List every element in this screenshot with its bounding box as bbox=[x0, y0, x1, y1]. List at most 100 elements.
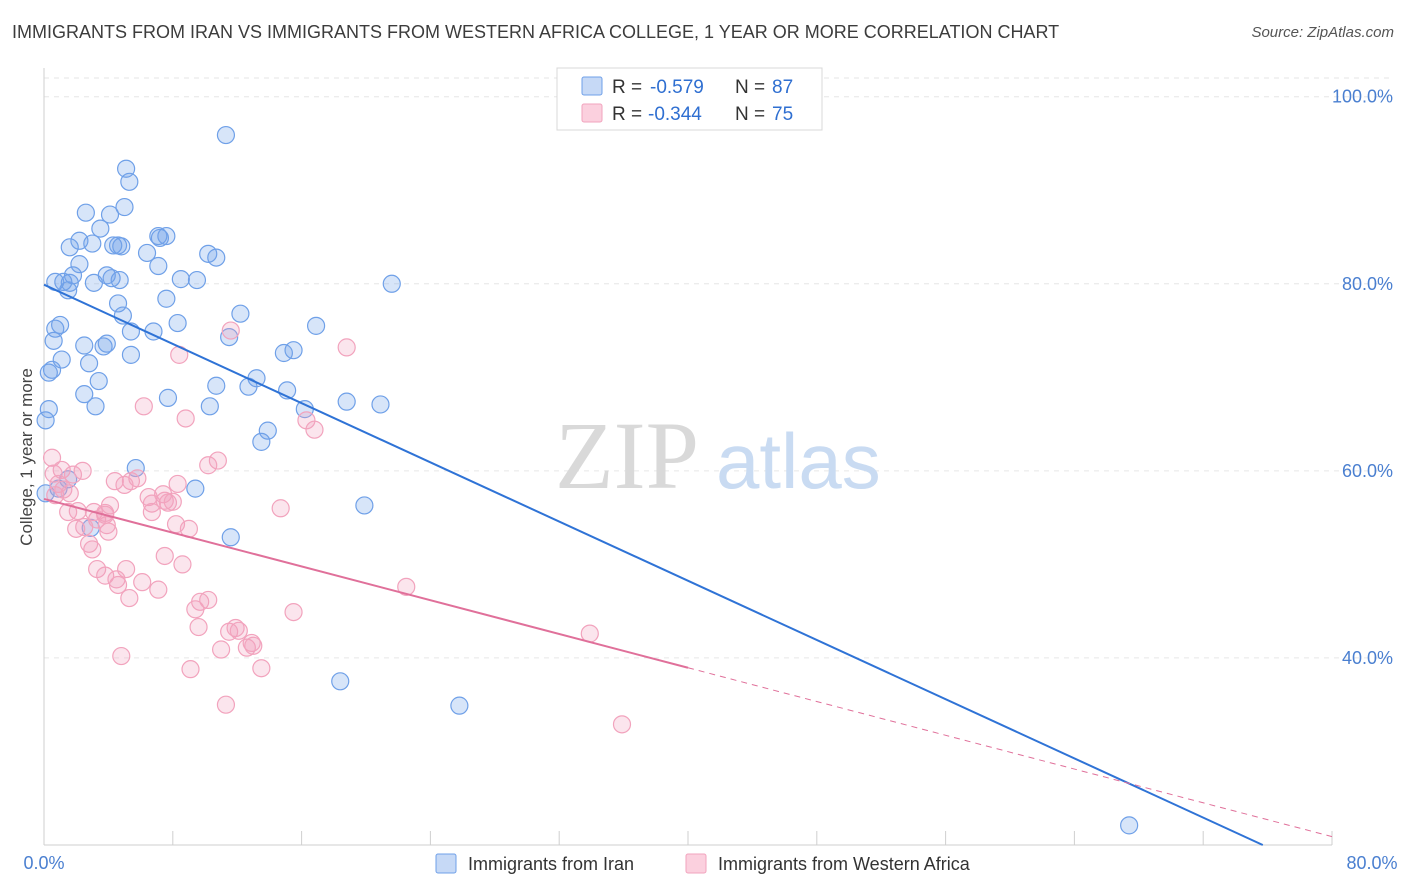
watermark-zip: ZIP bbox=[555, 402, 699, 509]
legend-wafrica-n-label: N = bbox=[735, 104, 765, 125]
wafrica-point-4 bbox=[176, 409, 195, 428]
iran-point-43 bbox=[220, 327, 239, 347]
legend-iran-swatch bbox=[581, 76, 603, 96]
iran-point-18 bbox=[207, 248, 226, 267]
iran-point-5 bbox=[100, 205, 120, 224]
iran-point-9 bbox=[150, 228, 170, 248]
wafrica-point-56 bbox=[120, 588, 139, 608]
wafrica-trend-line-extension bbox=[687, 667, 1333, 838]
iran-point-37 bbox=[168, 313, 187, 333]
iran-point-2 bbox=[120, 172, 139, 191]
wafrica-point-21 bbox=[46, 486, 65, 505]
y-axis-label: College, 1 year or more bbox=[17, 368, 36, 546]
iran-point-8 bbox=[157, 226, 176, 246]
iran-point-50 bbox=[121, 345, 141, 364]
wafrica-point-72 bbox=[252, 659, 271, 678]
iran-point-44 bbox=[44, 331, 63, 350]
wafrica-point-64 bbox=[229, 621, 248, 640]
wafrica-point-11 bbox=[73, 461, 92, 480]
x-ticks bbox=[43, 831, 1333, 845]
wafrica-point-46 bbox=[155, 546, 174, 566]
wafrica-point-6 bbox=[305, 420, 324, 439]
wafrica-point-52 bbox=[133, 573, 152, 592]
wafrica-point-7 bbox=[208, 451, 227, 470]
watermark-atlas: atlas bbox=[716, 417, 881, 505]
wafrica-point-54 bbox=[397, 577, 416, 596]
iran-point-33 bbox=[157, 289, 176, 308]
watermark: ZIP atlas bbox=[555, 402, 881, 509]
legend-wafrica-r-label: R = bbox=[612, 104, 642, 125]
wafrica-point-59 bbox=[186, 600, 205, 619]
wafrica-point-9 bbox=[199, 456, 218, 475]
iran-trend-line bbox=[43, 283, 1264, 846]
wafrica-point-3 bbox=[134, 397, 153, 416]
y-tick-label-100: 100.0% bbox=[1332, 87, 1393, 107]
iran-point-31 bbox=[60, 273, 79, 292]
wafrica-point-70 bbox=[112, 646, 131, 666]
iran-point-63 bbox=[371, 395, 390, 414]
wafrica-point-1 bbox=[337, 338, 356, 357]
bottom-legend-wafrica-label: Immigrants from Western Africa bbox=[718, 854, 971, 874]
wafrica-point-42 bbox=[67, 519, 86, 538]
iran-point-6 bbox=[91, 219, 110, 238]
y-tick-labels: 40.0% 60.0% 80.0% 100.0% bbox=[1332, 87, 1393, 668]
bottom-legend: Immigrants from Iran Immigrants from Wes… bbox=[435, 853, 971, 874]
iran-point-68 bbox=[36, 411, 55, 430]
iran-point-20 bbox=[149, 256, 168, 276]
legend-iran-r-label: R = bbox=[612, 77, 642, 98]
iran-point-24 bbox=[171, 270, 190, 289]
iran-point-57 bbox=[207, 376, 226, 395]
iran-point-46 bbox=[75, 336, 94, 355]
x-tick-label-max: 80.0% bbox=[1346, 853, 1397, 873]
iran-point-47 bbox=[94, 337, 113, 356]
iran-point-80 bbox=[450, 696, 469, 715]
iran-point-3 bbox=[115, 197, 134, 217]
iran-point-69 bbox=[258, 421, 277, 440]
bottom-legend-wafrica-swatch bbox=[685, 853, 707, 874]
wafrica-point-34 bbox=[59, 502, 78, 522]
wafrica-point-0 bbox=[221, 321, 240, 340]
bottom-legend-iran-swatch bbox=[435, 853, 457, 874]
iran-point-81 bbox=[1120, 816, 1139, 835]
iran-point-61 bbox=[158, 388, 178, 407]
iran-point-0 bbox=[216, 125, 236, 145]
wafrica-point-28 bbox=[163, 492, 182, 511]
iran-point-60 bbox=[75, 385, 94, 404]
gridlines bbox=[44, 77, 1392, 659]
wafrica-point-74 bbox=[612, 715, 632, 734]
iran-point-78 bbox=[221, 528, 240, 547]
iran-point-52 bbox=[79, 354, 99, 373]
iran-point-13 bbox=[60, 238, 79, 257]
wafrica-point-68 bbox=[244, 636, 263, 655]
wafrica-point-12 bbox=[44, 464, 63, 483]
legend-box: R = -0.579 N = 87 R = -0.344 N = 75 bbox=[556, 67, 823, 131]
wafrica-point-53 bbox=[108, 575, 128, 595]
wafrica-trend-line bbox=[43, 497, 689, 669]
wafrica-point-33 bbox=[142, 502, 161, 522]
iran-point-49 bbox=[274, 343, 293, 363]
wafrica-point-30 bbox=[271, 499, 290, 518]
legend-wafrica-n-value: 75 bbox=[772, 104, 793, 125]
iran-point-53 bbox=[42, 360, 62, 379]
legend-iran-n-label: N = bbox=[735, 77, 765, 98]
iran-point-19 bbox=[70, 255, 89, 274]
iran-point-29 bbox=[84, 273, 104, 292]
iran-point-25 bbox=[187, 270, 207, 290]
iran-point-76 bbox=[355, 496, 374, 515]
iran-point-74 bbox=[186, 479, 205, 498]
iran-point-70 bbox=[252, 432, 271, 451]
y-tick-label-40: 40.0% bbox=[1342, 648, 1393, 668]
wafrica-point-60 bbox=[284, 602, 303, 622]
wafrica-point-61 bbox=[189, 617, 208, 637]
iran-point-62 bbox=[337, 392, 356, 411]
iran-point-14 bbox=[104, 236, 123, 255]
y-tick-label-60: 60.0% bbox=[1342, 461, 1393, 481]
wafrica-point-63 bbox=[226, 618, 245, 638]
wafrica-point-19 bbox=[115, 475, 134, 494]
x-tick-label-min: 0.0% bbox=[23, 853, 64, 873]
legend-iran-r-value: -0.579 bbox=[650, 77, 704, 98]
iran-point-67 bbox=[39, 400, 58, 419]
iran-point-35 bbox=[231, 304, 250, 323]
legend-wafrica-r-value: -0.344 bbox=[648, 104, 702, 125]
